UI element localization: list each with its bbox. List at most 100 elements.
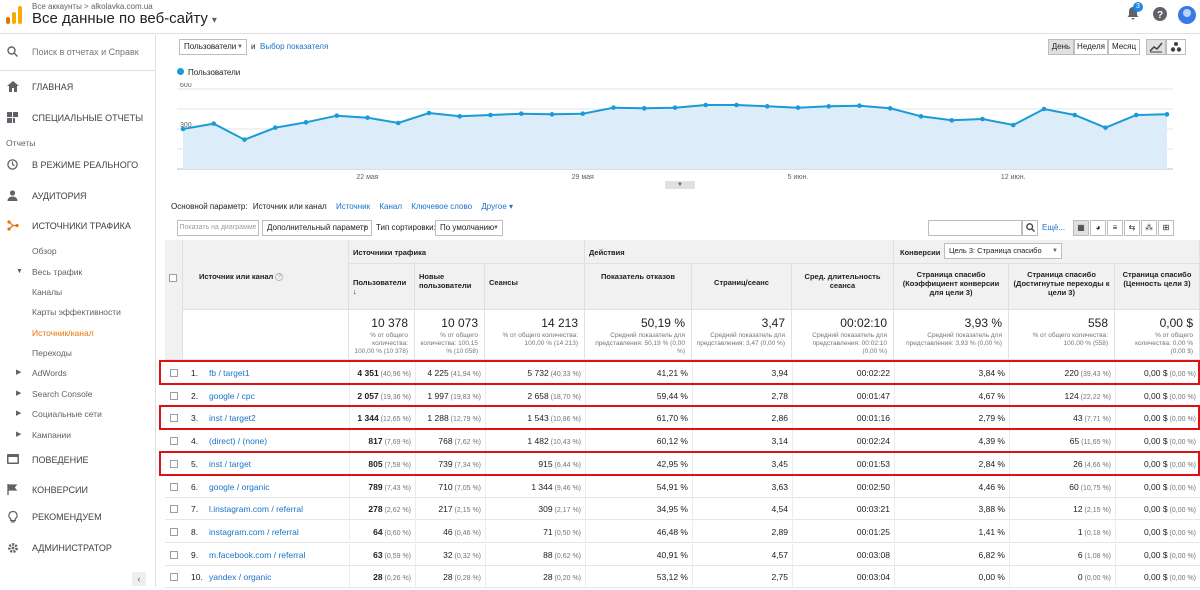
sidebar-item-behavior[interactable]: ПОВЕДЕНИЕ (0, 449, 156, 471)
dimension-other[interactable]: Другое ▾ (481, 202, 514, 211)
column-header[interactable]: Сеансы (485, 264, 585, 310)
column-header[interactable]: Страница спасибо (Достигнутые переходы к… (1009, 264, 1115, 310)
sidebar-item-admin[interactable]: АДМИНИСТРАТОР (0, 537, 156, 559)
column-header[interactable]: Страница спасибо (Ценность цели 3) (1115, 264, 1200, 310)
row-source-link[interactable]: google / organic (209, 476, 349, 498)
column-header[interactable]: Сред. длительность сеанса (792, 264, 894, 310)
table-row[interactable]: 7. l.instagram.com / referral 278 (2,62 %)… (165, 498, 1200, 521)
pivot-view-icon[interactable]: ⊞ (1158, 220, 1174, 236)
month-button[interactable]: Месяц (1108, 39, 1140, 55)
table-row[interactable]: 3. inst / target2 1 344 (12,65 %) 1 288 (12… (165, 407, 1200, 430)
cell-value: 5. (191, 458, 199, 469)
sidebar-sub-overview[interactable]: Обзор (32, 246, 57, 256)
row-checkbox[interactable] (170, 505, 178, 514)
row-checkbox[interactable] (170, 459, 178, 468)
goal-select[interactable]: Цель 3: Страница спасибо ▼ (944, 243, 1062, 259)
row-source-link[interactable]: inst / target (209, 453, 349, 475)
column-header[interactable]: Пользователи ↓ (349, 264, 415, 310)
column-header[interactable]: Новые пользователи (415, 264, 485, 310)
avatar[interactable] (1178, 6, 1196, 24)
sidebar-sub-all-traffic[interactable]: ▼ Весь трафик (16, 265, 82, 279)
row-source-link[interactable]: yandex / organic (209, 566, 349, 588)
bar-view-icon[interactable]: ≡ (1107, 220, 1123, 236)
sidebar-item-custom-reports[interactable]: СПЕЦИАЛЬНЫЕ ОТЧЕТЫ (0, 107, 156, 129)
row-source-link[interactable]: inst / target2 (209, 407, 349, 429)
line-chart[interactable]: 600 300 22 мая 29 мая 5 июн. 12 июн. (177, 83, 1173, 195)
row-source-link[interactable]: fb / target1 (209, 362, 349, 384)
table-row[interactable]: 9. m.facebook.com / referral 63 (0,59 %) 32… (165, 543, 1200, 566)
column-header[interactable]: Страница спасибо (Коэффициент конверсии … (894, 264, 1009, 310)
choose-metric-link[interactable]: Выбор показателя (260, 42, 329, 51)
pie-view-icon[interactable]: ◕ (1090, 220, 1106, 236)
dimension-source[interactable]: Источник (335, 202, 371, 211)
search-input[interactable]: Поиск в отчетах и Справк (32, 47, 139, 57)
comparison-view-icon[interactable]: ⇆ (1124, 220, 1140, 236)
cell-divider (692, 407, 693, 430)
secondary-dimension-select[interactable]: Дополнительный параметр ▼ (262, 220, 372, 236)
column-header[interactable]: Страниц/сеанс (692, 264, 792, 310)
row-checkbox[interactable] (170, 391, 178, 400)
search-icon[interactable] (1022, 220, 1038, 236)
table-row[interactable]: 6. google / organic 789 (7,43 %) 710 (7,05 … (165, 475, 1200, 498)
row-checkbox[interactable] (170, 550, 178, 559)
row-source-link[interactable]: (direct) / (none) (209, 430, 349, 452)
sidebar-item-conversions[interactable]: КОНВЕРСИИ (0, 479, 156, 501)
cell-value: 3,88 % (978, 504, 1005, 515)
table-row[interactable]: 4. (direct) / (none) 817 (7,69 %) 768 (7,62… (165, 430, 1200, 453)
help-icon[interactable]: ? (1151, 6, 1169, 24)
row-number: 10. (191, 566, 211, 588)
chart-resize-handle[interactable]: ▼ (665, 181, 695, 189)
sidebar-item-audience[interactable]: АУДИТОРИЯ (0, 185, 156, 207)
week-button[interactable]: Неделя (1074, 39, 1108, 55)
row-source-link[interactable]: google / cpc (209, 385, 349, 407)
table-view-icon[interactable]: ▦ (1073, 220, 1089, 236)
row-checkbox[interactable] (170, 482, 178, 491)
sidebar-sub-channels[interactable]: Каналы (32, 287, 63, 297)
dimension-medium[interactable]: Канал (379, 202, 402, 211)
dim-header[interactable]: Источник или канал ? (183, 240, 349, 310)
analytics-logo[interactable] (6, 6, 22, 24)
row-checkbox[interactable] (170, 369, 178, 377)
sidebar-sub-referrals[interactable]: Переходы (32, 348, 72, 358)
sidebar-sub-source-medium[interactable]: Источник/канал (32, 328, 94, 338)
collapse-sidebar-button[interactable]: ‹ (132, 572, 146, 586)
plot-rows-button[interactable]: Показать на диаграмме (177, 220, 259, 236)
table-row[interactable]: 1. fb / target1 4 351 (40,96 %) 4 225 (41,9… (165, 362, 1200, 384)
dimension-source-medium[interactable]: Источник или канал (252, 202, 327, 211)
row-source-link[interactable]: l.instagram.com / referral (209, 498, 349, 520)
row-checkbox[interactable] (170, 414, 178, 423)
column-header[interactable]: Показатель отказов (585, 264, 692, 310)
table-row[interactable]: 2. google / cpc 2 057 (19,36 %) 1 997 (19,8… (165, 384, 1200, 407)
breadcrumb[interactable]: Все аккаунты > alkolavka.com.ua (32, 2, 153, 11)
table-row[interactable]: 8. instagram.com / referral 64 (0,60 %) 46 … (165, 520, 1200, 543)
sort-type-select[interactable]: По умолчанию ▼ (435, 220, 503, 236)
sidebar-item-discover[interactable]: РЕКОМЕНДУЕМ (0, 506, 156, 528)
term-cloud-icon[interactable]: ⁂ (1141, 220, 1157, 236)
sidebar-item-home[interactable]: ГЛАВНАЯ (0, 76, 156, 98)
sidebar-item-realtime[interactable]: В РЕЖИМЕ РЕАЛЬНОГО (0, 154, 156, 176)
metric-select[interactable]: Пользователи ▼ (179, 39, 247, 55)
row-source-link[interactable]: m.facebook.com / referral (209, 544, 349, 566)
row-checkbox[interactable] (170, 573, 178, 582)
row-checkbox[interactable] (170, 437, 178, 446)
sidebar-sub-treemaps[interactable]: Карты эффективности (32, 307, 121, 317)
cell-value: 00:01:25 (856, 526, 890, 537)
motion-chart-button[interactable] (1166, 39, 1186, 55)
advanced-filter-link[interactable]: Ещё... (1042, 223, 1066, 232)
row-source-link[interactable]: instagram.com / referral (209, 521, 349, 543)
account-selector[interactable]: Все данные по веб-сайту ▾ (32, 10, 217, 27)
sidebar-search[interactable]: Поиск в отчетах и Справк (0, 41, 156, 63)
sidebar-sub-search-console[interactable]: ▶ Search Console (16, 387, 92, 401)
select-all-checkbox[interactable] (169, 274, 177, 282)
sidebar-sub-social[interactable]: ▶ Социальные сети (16, 407, 102, 421)
sidebar-sub-adwords[interactable]: ▶ AdWords (16, 366, 67, 380)
table-row[interactable]: 5. inst / target 805 (7,58 %) 739 (7,34 %) 9… (165, 452, 1200, 475)
table-row[interactable]: 10. yandex / organic 28 (0,26 %) 28 (0,28 %… (165, 566, 1200, 589)
row-checkbox[interactable] (170, 527, 178, 536)
day-button[interactable]: День (1048, 39, 1074, 55)
sidebar-sub-campaigns[interactable]: ▶ Кампании (16, 428, 71, 442)
sidebar-item-acquisition[interactable]: ИСТОЧНИКИ ТРАФИКА (0, 215, 156, 237)
dimension-keyword[interactable]: Ключевое слово (411, 202, 473, 211)
line-chart-button[interactable] (1146, 39, 1166, 55)
table-filter-input[interactable] (928, 220, 1022, 236)
